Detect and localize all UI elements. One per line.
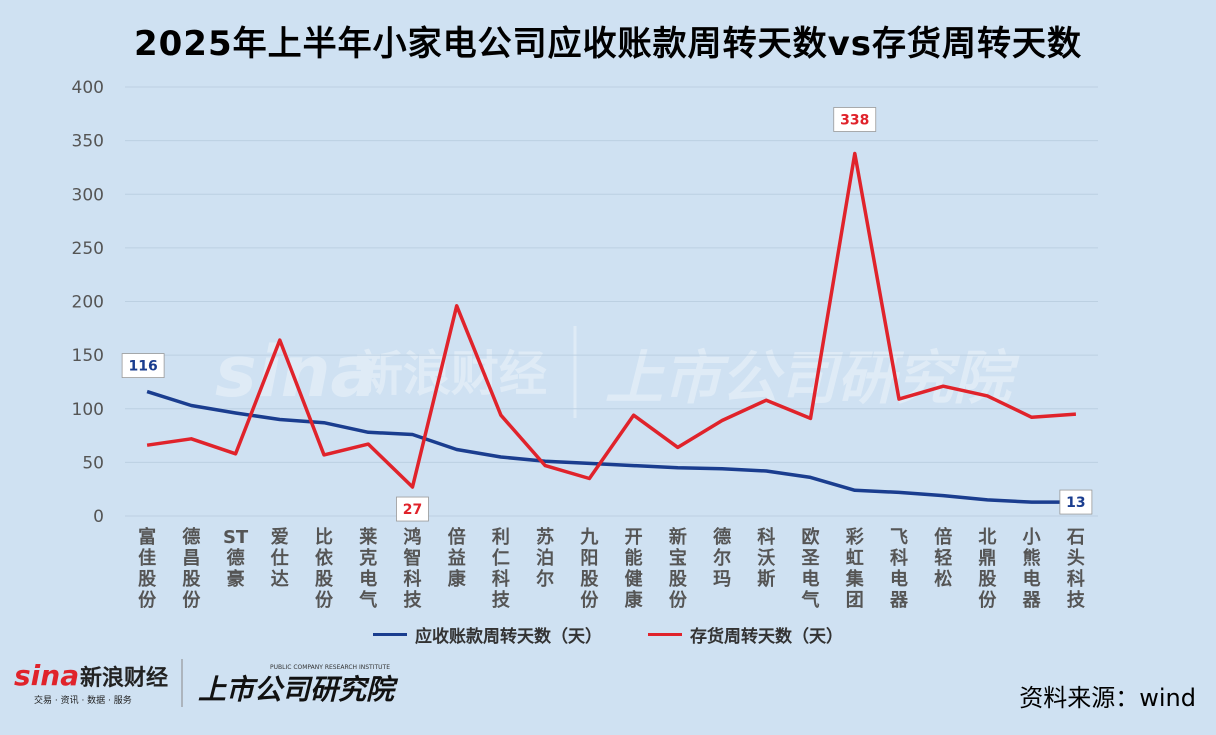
data-label: 13 [1059, 489, 1093, 515]
x-tick-label: 德尔玛 [713, 526, 731, 590]
line-chart: 0 50 100 150 200 250 300 350 400 富佳股份 德昌股份 ST 德豪 爱仕达… [72, 78, 1098, 611]
data-label-text: 27 [403, 502, 422, 518]
series-line-1 [146, 151, 1077, 489]
legend-label-receivables: 应收账款周转天数（天） [415, 627, 602, 647]
x-tick-label: 爱仕达 [270, 527, 289, 590]
x-tick-label: 欧圣电气 [801, 526, 821, 611]
data-label-box [833, 107, 877, 132]
data-labels: 116 13 27 338 [121, 107, 1093, 522]
y-tick-label: 100 [72, 400, 104, 420]
y-tick-label: 300 [72, 185, 104, 205]
x-tick-label: 飞科电器 [889, 527, 909, 611]
y-tick-label: 250 [72, 239, 104, 259]
x-tick-label: 倍轻松 [934, 526, 952, 590]
data-label-box [396, 496, 429, 522]
y-axis-ticks: 0 50 100 150 200 250 300 350 400 [72, 78, 104, 527]
x-tick-label: 科沃斯 [757, 526, 775, 590]
x-tick-label: ST 德豪 [223, 527, 249, 590]
footer-research-en: PUBLIC COMPANY RESEARCH INSTITUTE [270, 664, 390, 671]
x-tick-label: 倍益康 [448, 526, 467, 590]
footer-brand-tagline: 交易 · 资讯 · 数据 · 服务 [34, 694, 132, 706]
footer-brand-logo: sina 新浪财经 交易 · 资讯 · 数据 · 服务 PUBLIC COMPA… [14, 659, 399, 707]
data-label-text: 338 [840, 112, 869, 128]
footer-sina-text: sina [14, 659, 79, 692]
x-tick-label: 鸿智科技 [403, 526, 422, 611]
x-tick-label: 北鼎股份 [977, 527, 997, 611]
footer-brand-cn: 新浪财经 [80, 665, 168, 691]
data-label-box [1059, 489, 1093, 515]
legend-item-inventory: 存货周转天数（天） [648, 622, 843, 647]
series-lines [146, 151, 1077, 504]
footer-research-cn: 上市公司研究院 [198, 673, 399, 706]
legend: 应收账款周转天数（天） 存货周转天数（天） [0, 622, 1216, 647]
data-label: 27 [396, 496, 429, 522]
series-line-0 [146, 389, 1076, 504]
data-label-text: 116 [128, 359, 157, 375]
x-tick-label: 石头科技 [1066, 527, 1086, 611]
y-tick-label: 50 [82, 453, 104, 473]
x-axis-labels: 富佳股份 德昌股份 ST 德豪 爱仕达 比依股份 莱克电气 鸿智科技 倍益康 利仁科技 苏泊尔 九阳股… [137, 526, 1086, 611]
source-note: 资料来源：wind [1019, 684, 1196, 712]
y-tick-label: 0 [93, 507, 104, 527]
x-tick-label: 开能健康 [625, 527, 644, 611]
x-tick-label: 小熊电器 [1022, 527, 1042, 611]
grid [125, 86, 1098, 517]
chart-title: 2025年上半年小家电公司应收账款周转天数vs存货周转天数 [133, 24, 1083, 64]
data-label-box [121, 353, 165, 378]
x-tick-label: 德昌股份 [181, 526, 201, 611]
data-label: 338 [833, 107, 877, 132]
x-tick-label: 苏泊尔 [536, 526, 554, 590]
x-tick-label: 比依股份 [314, 527, 334, 611]
x-tick-label: 彩虹集团 [845, 527, 865, 611]
legend-swatch-inventory [648, 633, 682, 636]
x-tick-label: 利仁科技 [492, 526, 511, 611]
y-tick-label: 350 [72, 132, 104, 152]
legend-item-receivables: 应收账款周转天数（天） [373, 622, 602, 647]
y-tick-label: 200 [72, 293, 104, 313]
y-tick-label: 400 [72, 78, 104, 98]
y-tick-label: 150 [72, 346, 104, 366]
x-tick-label: 新宝股份 [668, 526, 688, 611]
x-tick-label: 富佳股份 [137, 526, 157, 611]
data-label-text: 13 [1066, 495, 1085, 511]
x-tick-label: 莱克电气 [358, 526, 377, 611]
data-label: 116 [121, 353, 165, 378]
legend-label-inventory: 存货周转天数（天） [690, 627, 843, 647]
x-tick-label: 九阳股份 [579, 527, 599, 611]
legend-swatch-receivables [373, 633, 407, 636]
